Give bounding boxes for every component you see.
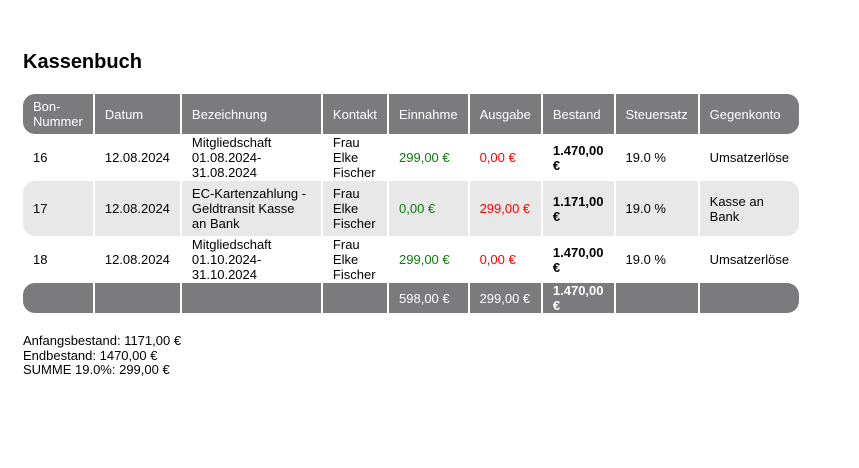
cell-gegenkonto: Kasse an Bank <box>699 181 800 236</box>
cell-kontakt: Frau Elke Fischer <box>332 237 376 282</box>
cell-bezeichnung: Mitgliedschaft 01.08.2024-31.08.2024 <box>191 135 272 180</box>
cell-bon: 16 <box>33 150 48 165</box>
cell-kontakt: Frau Elke Fischer <box>322 181 388 236</box>
cell-bestand: 1.470,00 € <box>552 244 604 275</box>
cell-steuersatz: 19.0 % <box>625 150 666 165</box>
summe-steuer: SUMME 19.0%: 299,00 € <box>23 362 170 377</box>
cell-bestand: 1.470,00 € <box>552 142 604 173</box>
cell-bon: 17 <box>23 181 93 236</box>
cell-einnahme: 299,00 € <box>399 150 450 165</box>
cell-bezeichnung: EC-Kartenzahlung - Geldtransit Kasse an … <box>181 181 321 236</box>
cell-ausgabe: 0,00 € <box>479 252 516 267</box>
column-header: Bestand <box>542 94 614 134</box>
cell-ausgabe: 0,00 € <box>479 150 516 165</box>
cashbook-table: Bon- Nummer Datum Bezeichnung Kontakt Einnah… <box>21 93 801 314</box>
cell-datum: 12.08.2024 <box>94 181 180 236</box>
column-header: Datum <box>94 94 180 134</box>
column-header: Steuersatz <box>615 94 698 134</box>
cell-ausgabe: 299,00 € <box>469 181 541 236</box>
total-ausgabe: 299,00 € <box>469 283 541 313</box>
totals-row: 598,00 € 299,00 € 1.470,00 € <box>23 283 800 313</box>
table-row: 17 12.08.2024 EC-Kartenzahlung - Geldtrans… <box>23 181 800 236</box>
table-row: 16 12.08.2024 Mitgliedschaft 01.08.2024-31… <box>23 135 799 180</box>
page-title: Kassenbuch <box>23 51 142 73</box>
column-header: Ausgabe <box>469 94 541 134</box>
cell-gegenkonto: Umsatzerlöse <box>709 252 790 267</box>
cell-einnahme: 0,00 € <box>389 181 468 236</box>
cell-steuersatz: 19.0 % <box>625 252 666 267</box>
endbestand: Endbestand: 1470,00 € <box>23 347 158 363</box>
total-einnahme: 598,00 € <box>389 283 468 313</box>
cell-datum: 12.08.2024 <box>104 252 170 267</box>
anfangsbestand: Anfangsbestand: 1171,00 € <box>23 333 182 348</box>
cell-bezeichnung: Mitgliedschaft 01.10.2024-31.10.2024 <box>191 237 272 282</box>
summary: Anfangsbestand: 1171,00 € Endbestand: 14… <box>23 333 182 378</box>
cell-gegenkonto: Umsatzerlöse <box>709 150 790 165</box>
cell-steuersatz: 19.0 % <box>615 181 698 236</box>
cell-datum: 12.08.2024 <box>104 150 170 165</box>
column-header: Gegenkonto <box>699 94 800 134</box>
column-header: Bon- Nummer <box>23 94 93 134</box>
cell-bon: 18 <box>33 252 48 267</box>
cell-bestand: 1.171,00 € <box>542 181 614 236</box>
cell-einnahme: 299,00 € <box>399 252 450 267</box>
table-row: 18 12.08.2024 Mitgliedschaft 01.10.2024-31… <box>23 237 799 282</box>
column-header: Bezeichnung <box>181 94 321 134</box>
cell-kontakt: Frau Elke Fischer <box>332 135 376 180</box>
column-header: Kontakt <box>322 94 388 134</box>
column-header: Einnahme <box>389 94 468 134</box>
header-row: Bon- Nummer Datum Bezeichnung Kontakt Einnah… <box>23 94 800 134</box>
total-bestand: 1.470,00 € <box>542 283 614 313</box>
